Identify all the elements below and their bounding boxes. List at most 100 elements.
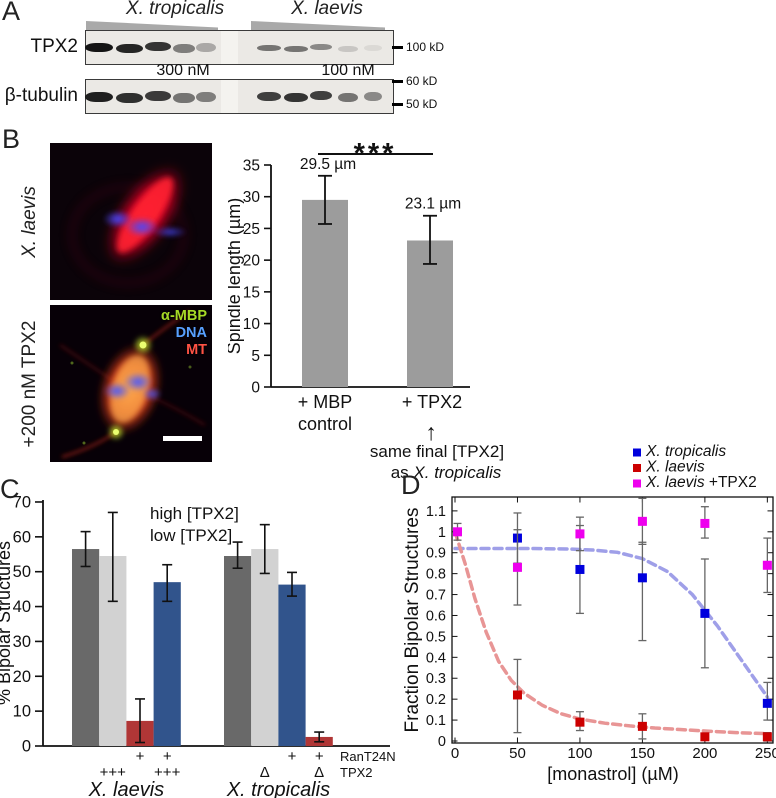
concentration-label-right: 100 nM (321, 62, 375, 79)
protein-band (115, 92, 143, 103)
legend-high-tpx2: high [TPX2] (150, 504, 239, 523)
panel-d-label: D (401, 470, 421, 500)
legend-entry: X. laevis +TPX2 (645, 474, 757, 491)
marker-dash (392, 102, 403, 106)
panel-a-label: A (2, 0, 21, 26)
blot-lane-gap (221, 31, 238, 64)
significance-stars: *** (354, 138, 397, 170)
legend-swatch (633, 479, 641, 488)
y-tick-label: 1 (438, 525, 446, 541)
y-tick-label: 0.9 (426, 546, 446, 562)
marker-dash (392, 45, 403, 49)
condition-row-label-tpx2: TPX2 (340, 765, 373, 780)
y-tick-label: 0.7 (426, 588, 446, 604)
monastrol-scatter-chart: 0 50 100 150 200 250 0 0.1 0.2 0.3 0.4 0.5 0.6 0.7 0.8… (402, 443, 776, 784)
tpx2-condition: +++ (154, 764, 181, 781)
x-tick-label: 250 (755, 745, 776, 762)
protein-band (364, 44, 382, 51)
y-tick-label: 5 (251, 348, 260, 365)
protein-band (338, 93, 358, 102)
mw-marker-50kd: 50 kD (392, 97, 438, 111)
rant24n-condition: + (288, 748, 297, 765)
protein-band (364, 92, 382, 101)
bar-value-label: 23.1 µm (405, 196, 461, 213)
spindle-image-1 (50, 143, 212, 300)
data-point (762, 732, 772, 742)
y-tick-label: 20 (13, 668, 31, 686)
data-point (512, 690, 522, 700)
channel-label-dna: DNA (175, 325, 207, 341)
marker-label: 60 kD (406, 74, 438, 88)
spindle-image-2 (50, 305, 212, 462)
y-tick-label: 60 (13, 528, 31, 546)
y-tick-label: 20 (243, 253, 261, 270)
bar (278, 584, 306, 746)
data-point (512, 562, 522, 572)
plot-box (451, 496, 774, 744)
tpx2-condition: Δ (260, 764, 270, 781)
data-point (575, 529, 585, 539)
y-tick-label: 0.6 (426, 608, 446, 624)
protein-band (85, 43, 113, 52)
data-point (575, 717, 585, 727)
y-tick-label: 10 (13, 703, 31, 721)
protein-band (145, 90, 171, 101)
micrograph-1-side-label: X. laevis (19, 186, 40, 258)
scale-bar (163, 436, 202, 441)
x-tick-label: 100 (567, 745, 592, 762)
protein-band (284, 45, 308, 52)
y-tick-label: 30 (13, 633, 31, 651)
bar (224, 556, 252, 746)
y-tick-label: 0.5 (426, 629, 446, 645)
y-tick-label: 25 (243, 221, 260, 238)
bipolar-structures-bar-chart: 0 10 20 30 40 50 60 70 % Bipolar Structures high … (0, 493, 396, 798)
western-blot-tubulin (85, 79, 394, 114)
y-tick-label: 0.2 (426, 692, 446, 708)
protein-band (338, 45, 358, 52)
y-tick-label: 0 (438, 734, 446, 750)
blot-row-label-tubulin: β-tubulin (4, 85, 78, 106)
fit-curve (453, 546, 770, 699)
protein-band (257, 92, 281, 101)
tpx2-condition: Δ (314, 764, 324, 781)
tpx2-condition: +++ (100, 764, 127, 781)
rant24n-condition: + (315, 748, 324, 765)
y-tick-label: 35 (243, 158, 260, 175)
bar (153, 582, 181, 746)
bar (72, 549, 100, 746)
y-tick-label: 0.1 (426, 713, 446, 729)
annotation-line-1: same final [TPX2] (370, 442, 504, 461)
y-tick-label: 1.1 (426, 504, 446, 520)
micrograph-tpx2-spindle: α-MBP DNA MT (50, 305, 212, 462)
arrow-annotation: ↑ (425, 419, 437, 445)
data-point (637, 573, 647, 583)
species-label-tropicalis: X. tropicalis (125, 0, 225, 19)
group-label: X. tropicalis (226, 779, 330, 798)
legend-low-tpx2: low [TPX2] (150, 526, 232, 545)
legend-swatch (633, 464, 641, 472)
data-point (700, 732, 710, 742)
data-point (452, 527, 462, 537)
x-tick-label: 200 (692, 745, 717, 762)
y-axis-title: % Bipolar Structures (0, 541, 14, 705)
bar (251, 549, 279, 746)
marker-label: 100 kD (406, 40, 445, 54)
y-tick-label: 10 (243, 316, 261, 333)
legend-entry: X. tropicalis (645, 443, 726, 460)
species-label-laevis: X. laevis (291, 0, 363, 19)
y-tick-label: 30 (243, 189, 261, 206)
blot-lane-gap (221, 80, 238, 113)
data-point (637, 516, 647, 526)
spindle-length-bar-chart: 0 5 10 15 20 25 30 35 Spindle length (µm) 29.5 µm… (228, 138, 504, 482)
protein-band (196, 43, 216, 52)
bar-category-label: + MBP (298, 392, 353, 412)
marker-label: 50 kD (406, 97, 438, 111)
data-point (700, 608, 710, 618)
data-point (762, 560, 772, 570)
legend-entry: X. laevis (645, 459, 705, 476)
dilution-wedge-right (251, 21, 385, 30)
panel-b-label: B (2, 124, 21, 154)
x-axis-title: [monastrol] (µM) (547, 764, 678, 784)
bar-category-label: control (298, 414, 352, 434)
bar (302, 199, 348, 387)
